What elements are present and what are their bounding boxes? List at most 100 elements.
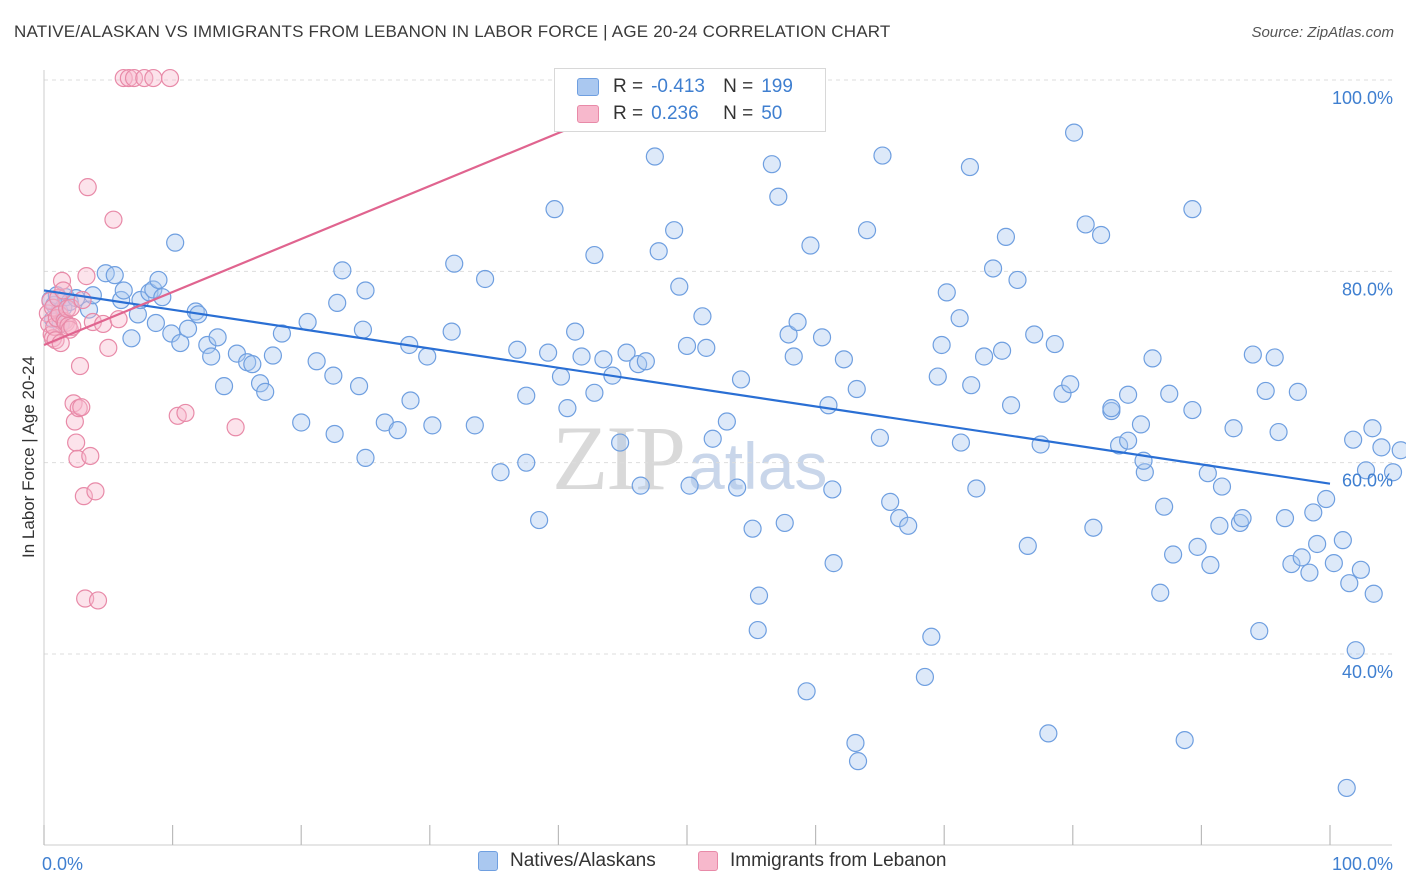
- point-lebanon: [124, 68, 144, 88]
- point-natives: [445, 254, 464, 273]
- point-natives: [243, 355, 262, 374]
- point-natives: [823, 480, 842, 499]
- point-natives: [1265, 348, 1284, 367]
- point-lebanon: [77, 267, 96, 286]
- point-natives: [171, 333, 190, 353]
- point-natives: [388, 421, 407, 440]
- point-natives: [1363, 419, 1382, 438]
- point-natives: [1143, 349, 1162, 368]
- point-natives: [1308, 534, 1327, 554]
- point-natives: [1230, 513, 1250, 533]
- point-natives: [693, 307, 712, 326]
- point-natives: [870, 428, 890, 447]
- point-natives: [442, 322, 461, 341]
- point-natives: [146, 313, 165, 333]
- point-natives: [356, 281, 375, 300]
- point-natives: [1045, 334, 1064, 354]
- point-natives: [1188, 537, 1207, 556]
- point-natives: [1053, 384, 1072, 403]
- point-natives: [731, 370, 751, 389]
- point-natives: [1183, 200, 1202, 219]
- series-legend-natives[interactable]: Natives/Alaskans: [478, 850, 656, 872]
- point-natives: [788, 312, 807, 332]
- point-natives: [594, 350, 613, 369]
- point-natives: [566, 322, 585, 341]
- point-natives: [1346, 641, 1365, 660]
- point-natives: [1118, 385, 1138, 404]
- point-lebanon: [114, 68, 133, 88]
- point-natives: [932, 335, 951, 355]
- point-lebanon: [74, 487, 93, 506]
- point-natives: [1282, 554, 1301, 574]
- point-natives: [1292, 548, 1311, 567]
- axes: [43, 70, 1392, 846]
- point-natives: [418, 347, 437, 366]
- point-natives: [1210, 516, 1229, 535]
- point-natives: [937, 283, 956, 302]
- point-natives: [1160, 384, 1179, 403]
- legend-swatch-blue: [577, 78, 599, 96]
- point-natives: [769, 187, 788, 206]
- point-natives: [950, 309, 969, 328]
- point-natives: [611, 433, 630, 452]
- point-natives: [665, 221, 684, 240]
- point-natives: [585, 245, 604, 265]
- point-natives: [1224, 419, 1243, 438]
- point-lebanon: [88, 591, 108, 610]
- point-lebanon: [72, 398, 91, 417]
- point-natives: [749, 586, 769, 605]
- point-natives: [1391, 441, 1406, 460]
- point-lebanon: [60, 320, 79, 339]
- point-natives: [475, 269, 495, 289]
- point-natives: [1250, 621, 1269, 641]
- series-legend-swatch-blue: [478, 851, 498, 871]
- point-natives: [1256, 381, 1275, 401]
- point-natives: [551, 367, 571, 386]
- point-natives: [928, 367, 947, 386]
- point-natives: [670, 277, 689, 296]
- point-natives: [899, 516, 918, 535]
- point-natives: [617, 343, 636, 362]
- point-natives: [1175, 730, 1194, 750]
- point-natives: [857, 221, 877, 240]
- point-lebanon: [73, 290, 92, 310]
- point-natives: [349, 377, 369, 396]
- watermark-zip: ZIP: [552, 407, 686, 509]
- point-natives: [812, 328, 832, 347]
- point-natives: [784, 347, 803, 366]
- point-natives: [1183, 400, 1202, 420]
- point-natives: [1324, 554, 1343, 573]
- point-natives: [292, 413, 311, 432]
- point-lebanon: [160, 68, 180, 88]
- point-lebanon: [81, 446, 100, 466]
- point-natives: [697, 338, 716, 357]
- point-natives: [149, 270, 168, 290]
- point-natives: [1351, 560, 1370, 579]
- point-natives: [401, 391, 420, 410]
- point-natives: [198, 335, 217, 355]
- point-natives: [717, 412, 736, 431]
- point-lebanon: [176, 403, 195, 423]
- point-natives: [1212, 477, 1232, 496]
- point-lebanon: [86, 482, 105, 501]
- x-tick-label-min: 0.0%: [42, 854, 83, 874]
- point-natives: [1201, 555, 1220, 575]
- point-natives: [1383, 463, 1403, 482]
- stats-legend-row-lebanon: R = 0.236 N = 50: [577, 101, 833, 127]
- point-natives: [1061, 375, 1080, 394]
- point-natives: [517, 386, 536, 405]
- point-natives: [298, 312, 317, 332]
- point-natives: [1008, 270, 1027, 290]
- point-lebanon: [52, 271, 72, 290]
- point-lebanon: [43, 298, 63, 317]
- point-natives: [951, 433, 971, 452]
- series-legend: Natives/Alaskans Immigrants from Lebanon: [0, 850, 1406, 878]
- source-label: Source: ZipAtlas.com: [1251, 24, 1394, 41]
- series-legend-lebanon[interactable]: Immigrants from Lebanon: [698, 850, 947, 872]
- series-legend-swatch-pink: [698, 851, 718, 871]
- y-axis-label: In Labor Force | Age 20-24: [19, 356, 38, 558]
- legend-r-value: -0.413: [651, 76, 705, 97]
- point-lebanon: [54, 281, 73, 300]
- point-natives: [824, 554, 843, 573]
- point-natives: [996, 227, 1016, 246]
